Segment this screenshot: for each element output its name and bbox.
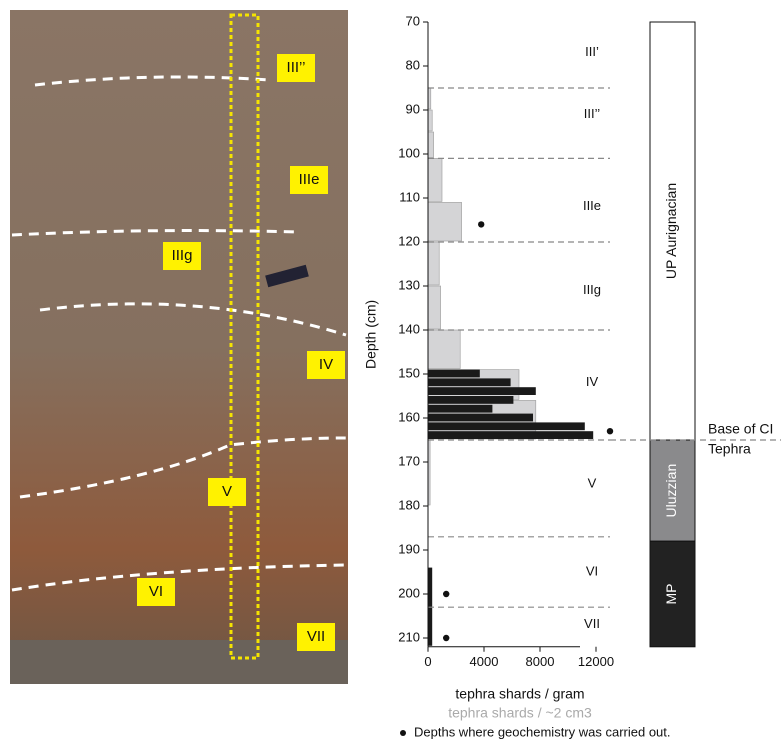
culture-segment [649, 21, 696, 441]
photo [10, 10, 348, 684]
unit-label: IIIg [583, 282, 601, 297]
y-tick-label: 80 [406, 57, 420, 72]
photo-background [10, 10, 348, 684]
bar [427, 329, 461, 369]
bar [428, 422, 585, 431]
x-tick-label: 12000 [578, 654, 614, 669]
y-tick-label: 200 [398, 585, 420, 600]
photo-label-box [208, 478, 246, 506]
x-tick-label: 0 [424, 654, 431, 669]
bar [428, 431, 594, 439]
bar [428, 378, 511, 387]
sample-column [229, 13, 260, 660]
legend-dot [400, 730, 406, 736]
y-tick-label: 100 [398, 145, 420, 160]
bar [428, 396, 514, 404]
bar [427, 131, 434, 158]
bar [427, 109, 433, 132]
y-tick-label: 130 [398, 277, 420, 292]
geochem-point [478, 221, 485, 228]
culture-segment [649, 540, 696, 648]
y-tick-label: 170 [398, 453, 420, 468]
bar [427, 285, 441, 330]
annotation: Base of CI [708, 421, 773, 437]
photo-floor [10, 640, 348, 684]
scale-bar [265, 264, 309, 288]
photo-label: IIIg [172, 247, 193, 264]
y-tick-label: 90 [406, 101, 420, 116]
legend-text: Depths where geochemistry was carried ou… [414, 724, 671, 739]
photo-label-box [163, 242, 201, 270]
photo-label: VII [307, 628, 325, 645]
y-tick-label: 150 [398, 365, 420, 380]
y-tick-label: 120 [398, 233, 420, 248]
x-axis-label-secondary: tephra shards / ~2 cm3 [448, 705, 592, 721]
unit-label: III’ [585, 44, 599, 59]
x-axis-label: tephra shards / gram [455, 686, 584, 702]
y-tick-label: 70 [406, 13, 420, 28]
photo-label: III’’ [287, 59, 306, 76]
photo-label-box [290, 166, 328, 194]
photo-label: VI [149, 583, 163, 600]
photo-label: IV [319, 356, 333, 373]
bar [428, 369, 480, 378]
bar [427, 158, 443, 202]
y-tick-label: 190 [398, 541, 420, 556]
y-tick-label: 210 [398, 629, 420, 644]
photo-boundaries [11, 75, 347, 592]
y-tick-label: 180 [398, 497, 420, 512]
y-axis-label: Depth (cm) [363, 300, 379, 369]
photo-label-box [137, 578, 175, 606]
unit-label: IIIe [583, 198, 601, 213]
culture-label: UP Aurignacian [663, 183, 679, 279]
unit-label: IV [586, 374, 599, 389]
photo-label: IIIe [299, 171, 320, 188]
x-tick-label: 8000 [526, 654, 555, 669]
unit-label: III’’ [584, 106, 600, 121]
bar [427, 241, 440, 286]
photo-label-box [297, 623, 335, 651]
geochem-point [606, 428, 614, 435]
geochem-point [443, 634, 450, 642]
x-tick-label: 4000 [470, 654, 499, 669]
unit-label: VII [584, 616, 600, 631]
bar [428, 413, 533, 422]
culture-label: MP [663, 584, 679, 605]
unit-label: V [588, 475, 597, 490]
bar [428, 387, 536, 395]
culture-label: Uluzzian [663, 464, 679, 518]
y-tick-label: 110 [399, 189, 420, 204]
bar [428, 404, 493, 413]
photo-label-box [277, 54, 315, 82]
unit-label: VI [586, 563, 598, 578]
annotation: Tephra [708, 441, 751, 457]
y-tick-label: 160 [398, 409, 420, 424]
photo-label-box [307, 351, 345, 379]
y-tick-label: 140 [398, 321, 420, 336]
photo-label: V [222, 483, 232, 500]
bar [427, 202, 462, 242]
geochem-point [443, 590, 450, 598]
